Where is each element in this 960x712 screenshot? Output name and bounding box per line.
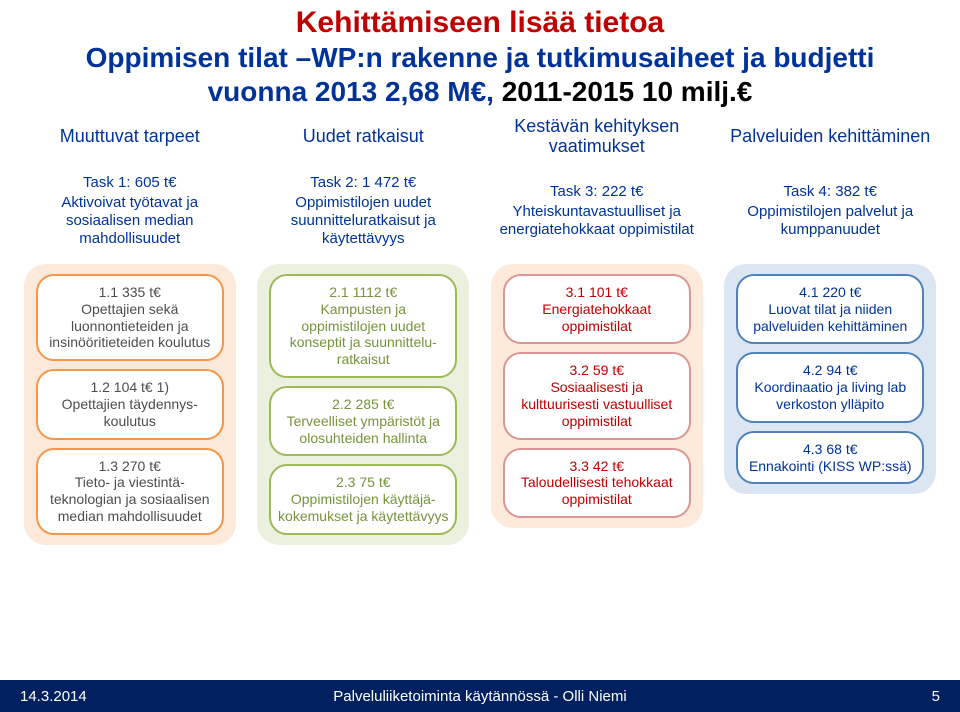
col-header: Uudet ratkaisut (303, 114, 424, 160)
task-header: Task 3: 222 t€ Yhteiskuntavastuulliset j… (491, 166, 703, 256)
columns-container: Muuttuvat tarpeet Task 1: 605 t€ Aktivoi… (0, 108, 960, 545)
pill: 1.3 270 t€ Tieto- ja viestintä-teknologi… (36, 448, 224, 535)
col-header: Palveluiden kehittäminen (730, 114, 930, 160)
pill-num: 2.2 285 t€ (332, 396, 394, 412)
footer-center: Palveluliiketoiminta käytännössä - Olli … (333, 688, 626, 705)
pill: 2.2 285 t€ Terveelliset ympäristöt ja ol… (269, 386, 457, 456)
col-header: Muuttuvat tarpeet (60, 114, 200, 160)
pill-num: 1.3 270 t€ (99, 458, 161, 474)
pill-num: 3.1 101 t€ (566, 284, 628, 300)
pill-num: 4.1 220 t€ (799, 284, 861, 300)
title-line-3-black: 2011-2015 10 milj.€ (494, 76, 752, 107)
pills-group: 4.1 220 t€ Luovat tilat ja niiden palvel… (724, 264, 936, 494)
pill-txt: Opettajien sekä luonnontieteiden ja insi… (44, 301, 216, 351)
footer-date: 14.3.2014 (20, 688, 87, 705)
task-rest: Oppimistilojen uudet suunnitteluratkaisu… (263, 194, 463, 248)
pill-num: 2.1 1112 t€ (329, 284, 397, 300)
column-3: Kestävän kehityksen vaatimukset Task 3: … (485, 114, 709, 545)
task-rest: Yhteiskuntavastuulliset ja energiatehokk… (497, 203, 697, 239)
task-line-1: Task 1: 605 t€ (30, 174, 230, 192)
pill-txt: Tieto- ja viestintä-teknologian ja sosia… (44, 474, 216, 524)
task-header: Task 2: 1 472 t€ Oppimistilojen uudet su… (257, 166, 469, 256)
pill-txt: Ennakointi (KISS WP:ssä) (744, 458, 916, 475)
pill-txt: Oppimistilojen käyttäjä-kokemukset ja kä… (277, 491, 449, 525)
column-2: Uudet ratkaisut Task 2: 1 472 t€ Oppimis… (252, 114, 476, 545)
pill-num: 1.2 104 t€ 1) (90, 379, 169, 395)
pill-num: 3.2 59 t€ (570, 362, 625, 378)
pill-num: 2.3 75 t€ (336, 474, 391, 490)
col-header: Kestävän kehityksen vaatimukset (485, 114, 709, 160)
pill-num: 4.3 68 t€ (803, 441, 858, 457)
task-line-1: Task 3: 222 t€ (497, 183, 697, 201)
task-header: Task 4: 382 t€ Oppimistilojen palvelut j… (724, 166, 936, 256)
title-line-1: Kehittämiseen lisää tietoa (0, 6, 960, 40)
pill: 4.2 94 t€ Koordinaatio ja living lab ver… (736, 352, 924, 422)
pill: 3.1 101 t€ Energiatehokkaat oppimistilat (503, 274, 691, 344)
task-line-1: Task 2: 1 472 t€ (263, 174, 463, 192)
title-line-2: Oppimisen tilat –WP:n rakenne ja tutkimu… (0, 42, 960, 74)
pill: 1.2 104 t€ 1) Opettajien täydennys-koulu… (36, 369, 224, 439)
pills-group: 2.1 1112 t€ Kampusten ja oppimistilojen … (257, 264, 469, 545)
footer-page-number: 5 (932, 688, 940, 705)
pill-txt: Terveelliset ympäristöt ja olosuhteiden … (277, 413, 449, 447)
pill: 3.2 59 t€ Sosiaalisesti ja kulttuurisest… (503, 352, 691, 439)
task-rest: Aktivoivat työtavat ja sosiaalisen media… (30, 194, 230, 248)
pill: 4.3 68 t€ Ennakointi (KISS WP:ssä) (736, 431, 924, 485)
page-title: Kehittämiseen lisää tietoa Oppimisen til… (0, 0, 960, 108)
pill-txt: Opettajien täydennys-koulutus (44, 396, 216, 430)
pill-txt: Kampusten ja oppimistilojen uudet konsep… (277, 301, 449, 368)
pill: 3.3 42 t€ Taloudellisesti tehokkaat oppi… (503, 448, 691, 518)
pill: 2.3 75 t€ Oppimistilojen käyttäjä-kokemu… (269, 464, 457, 534)
column-1: Muuttuvat tarpeet Task 1: 605 t€ Aktivoi… (18, 114, 242, 545)
task-rest: Oppimistilojen palvelut ja kumppanuudet (730, 203, 930, 239)
pill-txt: Sosiaalisesti ja kulttuurisesti vastuull… (511, 379, 683, 429)
pills-group: 3.1 101 t€ Energiatehokkaat oppimistilat… (491, 264, 703, 528)
title-line-3-blue: vuonna 2013 2,68 M€, (208, 76, 494, 107)
pills-group: 1.1 335 t€ Opettajien sekä luonnontietei… (24, 264, 236, 545)
pill-num: 3.3 42 t€ (570, 458, 625, 474)
task-header: Task 1: 605 t€ Aktivoivat työtavat ja so… (24, 166, 236, 256)
pill-num: 1.1 335 t€ (99, 284, 161, 300)
pill-num: 4.2 94 t€ (803, 362, 858, 378)
task-line-1: Task 4: 382 t€ (730, 183, 930, 201)
pill-txt: Luovat tilat ja niiden palveluiden kehit… (744, 301, 916, 335)
pill-txt: Energiatehokkaat oppimistilat (511, 301, 683, 335)
footer: 14.3.2014 Palveluliiketoiminta käytännös… (0, 680, 960, 712)
column-4: Palveluiden kehittäminen Task 4: 382 t€ … (719, 114, 943, 545)
pill: 1.1 335 t€ Opettajien sekä luonnontietei… (36, 274, 224, 361)
pill-txt: Koordinaatio ja living lab verkoston yll… (744, 379, 916, 413)
title-line-3: vuonna 2013 2,68 M€, 2011-2015 10 milj.€ (0, 76, 960, 108)
pill-txt: Taloudellisesti tehokkaat oppimistilat (511, 474, 683, 508)
pill: 2.1 1112 t€ Kampusten ja oppimistilojen … (269, 274, 457, 378)
pill: 4.1 220 t€ Luovat tilat ja niiden palvel… (736, 274, 924, 344)
